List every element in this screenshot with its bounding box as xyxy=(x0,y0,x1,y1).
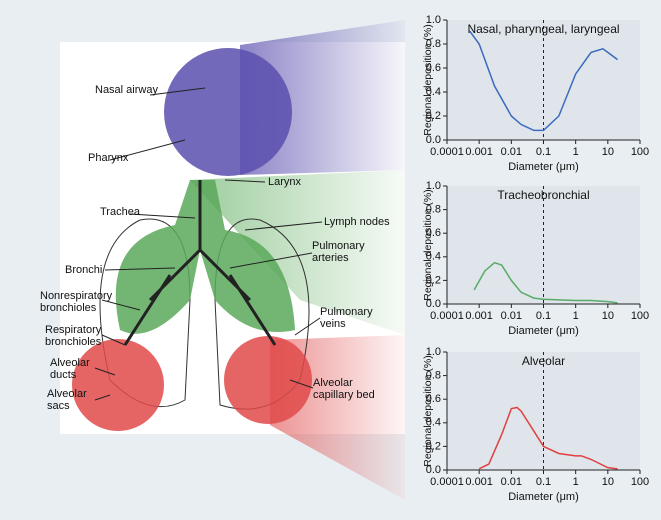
chart-title: Alveolar xyxy=(522,354,565,368)
x-tick-label: 0.01 xyxy=(501,476,522,488)
y-axis-label: Regional deposition (%) xyxy=(422,24,434,135)
x-tick-label: 0.01 xyxy=(501,146,522,158)
chart-title: Nasal, pharyngeal, laryngeal xyxy=(467,22,619,36)
anatomy-label: Pharynx xyxy=(88,152,129,164)
anatomy-label: sacs xyxy=(47,400,70,412)
x-tick-label: 0.001 xyxy=(465,310,493,322)
y-tick-label: 0.0 xyxy=(426,298,441,310)
x-tick-label: 0.1 xyxy=(536,310,551,322)
leader-lines xyxy=(94,87,323,401)
y-tick-label: 0.0 xyxy=(426,464,441,476)
y-tick-label: 0.4 xyxy=(426,86,441,98)
x-tick-label: 10 xyxy=(602,310,614,322)
x-axis-label: Diameter (μm) xyxy=(508,491,579,503)
y-tick-label: 0.8 xyxy=(426,370,441,382)
x-tick-label: 0.1 xyxy=(536,146,551,158)
wedge xyxy=(190,170,405,335)
anatomy-label: bronchioles xyxy=(40,302,97,314)
x-tick-label: 0.0001 xyxy=(430,310,464,322)
x-tick-label: 10 xyxy=(602,476,614,488)
anatomy-label: arteries xyxy=(312,252,349,264)
x-tick-label: 100 xyxy=(631,146,649,158)
anatomy-label: capillary bed xyxy=(313,389,375,401)
anatomy-label: Trachea xyxy=(100,206,141,218)
x-tick-label: 1 xyxy=(573,310,579,322)
plot-area xyxy=(447,352,640,470)
y-tick-label: 0.6 xyxy=(426,393,441,405)
x-tick-label: 0.001 xyxy=(465,146,493,158)
anatomy-label: Larynx xyxy=(268,176,302,188)
data-line xyxy=(473,261,618,304)
x-tick-label: 10 xyxy=(602,146,614,158)
y-tick-label: 1.0 xyxy=(426,14,441,26)
anatomy-label: Pulmonary xyxy=(320,306,373,318)
anatomy-label: Alveolar xyxy=(313,377,353,389)
y-tick-label: 0.6 xyxy=(426,227,441,239)
data-line xyxy=(468,30,618,132)
x-axis-label: Diameter (μm) xyxy=(508,325,579,337)
y-tick-label: 0.2 xyxy=(426,440,441,452)
anatomy-label: ducts xyxy=(50,369,77,381)
anatomy-label: Respiratory xyxy=(45,324,102,336)
y-tick-label: 0.8 xyxy=(426,204,441,216)
y-tick-label: 0.4 xyxy=(426,251,441,263)
x-tick-label: 0.0001 xyxy=(430,146,464,158)
x-tick-label: 100 xyxy=(631,476,649,488)
anatomy-label: Alveolar xyxy=(50,357,90,369)
x-tick-label: 0.0001 xyxy=(430,476,464,488)
alveolar-region xyxy=(224,336,312,424)
alveolar-region xyxy=(72,339,164,431)
y-tick-label: 0.4 xyxy=(426,417,441,429)
y-axis-label: Regional deposition (%) xyxy=(422,189,434,300)
airways xyxy=(123,180,277,346)
x-tick-label: 1 xyxy=(573,476,579,488)
anatomy-label: Alveolar xyxy=(47,388,87,400)
anatomy-label: Pulmonary xyxy=(312,240,365,252)
chart-title: Tracheobronchial xyxy=(497,188,589,202)
anatomy-label: Nasal airway xyxy=(95,84,158,96)
x-tick-label: 0.1 xyxy=(536,476,551,488)
y-tick-label: 1.0 xyxy=(426,180,441,192)
illustration xyxy=(60,20,405,500)
y-axis-label: Regional deposition (%) xyxy=(422,355,434,466)
anatomy-label: Nonrespiratory xyxy=(40,290,113,302)
y-tick-label: 0.0 xyxy=(426,134,441,146)
y-tick-label: 0.6 xyxy=(426,62,441,74)
y-tick-label: 0.2 xyxy=(426,110,441,122)
anatomy-label: bronchioles xyxy=(45,336,102,348)
data-line xyxy=(478,406,618,470)
anatomy-label: veins xyxy=(320,318,346,330)
anatomy-label: Bronchi xyxy=(65,264,102,276)
y-tick-label: 0.8 xyxy=(426,38,441,50)
x-axis-label: Diameter (μm) xyxy=(508,161,579,173)
anatomy-label: Lymph nodes xyxy=(324,216,390,228)
x-tick-label: 0.001 xyxy=(465,476,493,488)
x-tick-label: 100 xyxy=(631,310,649,322)
y-tick-label: 0.2 xyxy=(426,274,441,286)
y-tick-label: 1.0 xyxy=(426,346,441,358)
x-tick-label: 1 xyxy=(573,146,579,158)
head-region xyxy=(164,48,292,176)
x-tick-label: 0.01 xyxy=(501,310,522,322)
